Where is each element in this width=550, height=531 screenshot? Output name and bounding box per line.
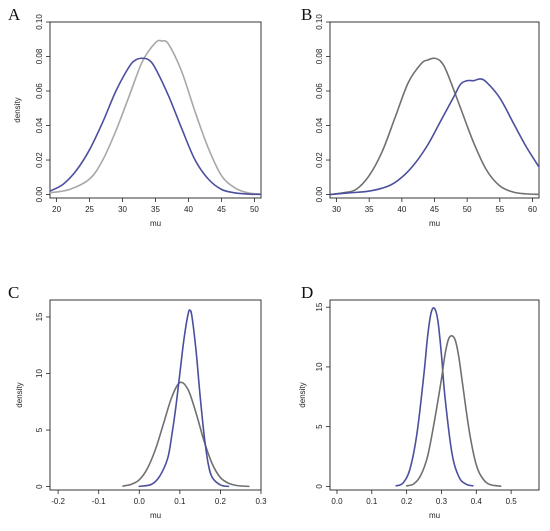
x-tick-label: 0.0 [331,497,343,506]
x-tick-label: 50 [463,205,472,214]
y-tick-label: 0.10 [35,14,44,30]
x-axis-label: mu [429,219,440,228]
y-tick-label: 15 [35,312,44,321]
y-axis-label: density [15,382,24,407]
y-tick-label: 10 [35,369,44,378]
panel-letter: A [8,5,21,24]
y-tick-label: 0.04 [35,117,44,133]
y-axis-label: density [13,97,22,122]
y-tick-label: 10 [315,362,324,371]
x-tick-label: 60 [528,205,537,214]
x-tick-label: 25 [85,205,94,214]
plot-frame [329,21,540,199]
x-axis-label: mu [150,219,161,228]
density-curve-blue [138,309,230,488]
x-tick-label: 30 [332,205,341,214]
density-curve-blue [330,78,539,196]
x-tick-label: 0.4 [471,497,483,506]
density-curve-blue [50,57,261,196]
x-tick-label: 0.1 [366,497,378,506]
y-tick-label: 0.08 [315,48,324,64]
x-tick-label: 40 [184,205,193,214]
panel-A: A 20 25 30 35 40 45 50 0.00 0.02 0.04 0.06 0.08 0.10 m… [8,5,262,228]
panel-B: B 30 35 40 45 50 55 60 0.00 0.02 0.04 0.06 0.08 0.10 m… [301,5,540,228]
y-tick-label: 0.04 [315,117,324,133]
plot-frame [329,299,540,491]
panel-letter: C [8,283,19,302]
x-tick-label: 55 [495,205,504,214]
x-tick-label: 0.5 [506,497,518,506]
x-tick-label: 45 [217,205,226,214]
y-tick-label: 15 [315,302,324,311]
x-tick-label: 45 [430,205,439,214]
panel-D: D 0.0 0.1 0.2 0.3 0.4 0.5 0 5 10 15 mu density [298,283,540,520]
y-tick-label: 0.06 [35,83,44,99]
y-tick-label: 0.00 [35,186,44,202]
x-tick-label: -0.2 [51,497,65,506]
x-axis-label: mu [429,511,440,520]
panel-letter: D [301,283,313,302]
y-axis-label: density [298,382,307,407]
y-tick-label: 0.10 [315,14,324,30]
x-tick-label: 0.2 [401,497,413,506]
y-tick-label: 0.00 [315,186,324,202]
y-tick-label: 0.02 [315,152,324,168]
x-tick-label: 20 [52,205,61,214]
density-curve-gray_dark [330,57,539,196]
density-curve-gray_dark [122,381,250,488]
x-tick-label: 40 [397,205,406,214]
x-axis-label: mu [150,511,161,520]
y-tick-label: 5 [315,424,324,429]
x-tick-label: 0.1 [174,497,186,506]
panel-C: C -0.2 -0.1 0.0 0.1 0.2 0.3 0 5 10 15 mu density [8,283,267,520]
x-tick-label: 50 [250,205,259,214]
x-tick-label: 0.3 [436,497,448,506]
density-curve-gray_light [50,39,261,195]
x-tick-label: 30 [118,205,127,214]
density-curve-gray_dark [405,335,502,487]
y-tick-label: 0 [35,484,44,489]
y-tick-label: 0.08 [35,48,44,64]
plot-frame [49,299,262,491]
x-tick-label: 0.0 [134,497,146,506]
y-tick-label: 0 [315,484,324,489]
y-tick-label: 0.02 [35,152,44,168]
plot-frame [49,21,262,199]
x-tick-label: 35 [151,205,160,214]
x-tick-label: 0.3 [255,497,267,506]
x-tick-label: -0.1 [92,497,106,506]
y-tick-label: 5 [35,427,44,432]
x-tick-label: 35 [365,205,374,214]
panel-letter: B [301,5,312,24]
x-tick-label: 0.2 [215,497,227,506]
density-curve-blue [395,307,474,487]
y-tick-label: 0.06 [315,83,324,99]
